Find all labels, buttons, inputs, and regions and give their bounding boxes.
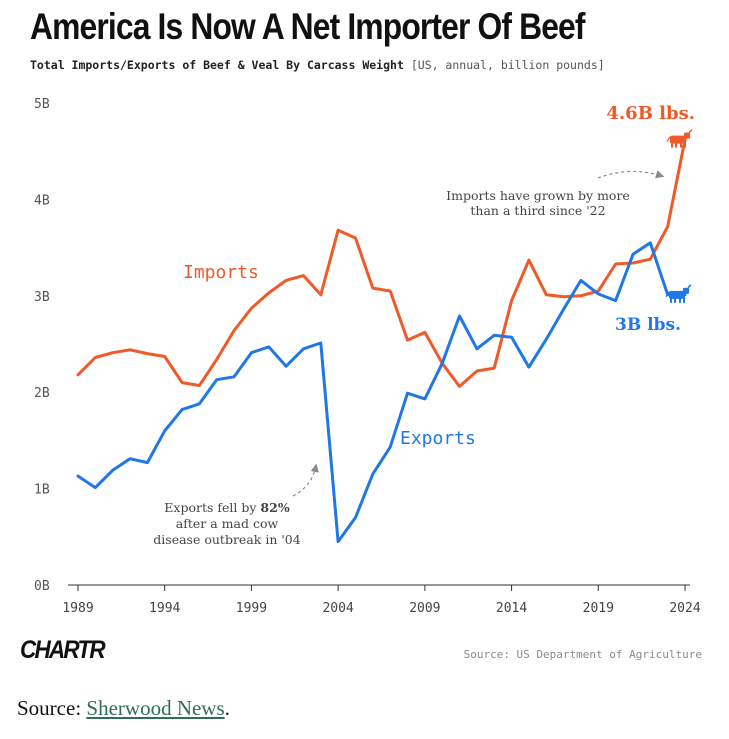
x-tick-label: 2014 (496, 601, 527, 616)
subtitle-text: Total Imports/Exports of Beef & Veal By … (30, 58, 404, 72)
x-tick-label: 2024 (669, 601, 700, 616)
chart-title: America Is Now A Net Importer Of Beef (30, 6, 585, 47)
annotation-exports: Exports fell by 82% (164, 500, 290, 515)
series-label-imports: Imports (183, 262, 259, 283)
annotation-imports: Imports have grown by more (446, 188, 630, 203)
y-tick-label: 3B (34, 290, 50, 305)
y-tick-label: 1B (34, 483, 50, 498)
y-tick-label: 2B (34, 386, 50, 401)
series-label-exports: Exports (400, 428, 476, 449)
chartr-logo: CHARTR (20, 636, 106, 664)
cow-icon (666, 129, 693, 148)
series-line-exports (76, 241, 687, 544)
sherwood-news-link[interactable]: Sherwood News (86, 696, 225, 720)
x-tick-label: 2004 (322, 601, 353, 616)
cow-icon (665, 284, 692, 303)
subtitle-units: [US, annual, billion pounds] (410, 58, 605, 72)
annotation-exports: disease outbreak in '04 (153, 532, 300, 547)
end-label-exports: 3B lbs. (615, 315, 681, 335)
y-tick-label: 4B (34, 193, 50, 208)
annotation-arrow (597, 170, 665, 179)
annotation-arrow (292, 463, 319, 497)
y-tick-label: 0B (34, 579, 50, 594)
x-tick-label: 2009 (409, 601, 440, 616)
end-label-imports: 4.6B lbs. (606, 103, 695, 124)
annotation-exports: after a mad cow (176, 516, 279, 531)
x-tick-label: 1999 (236, 601, 267, 616)
x-tick-label: 2019 (583, 601, 614, 616)
caption-prefix: Source: (17, 696, 87, 720)
line-chart: 0B 1B 2B 3B 4B 5B 1989 1994 1999 2004 2009 2014 2019… (34, 97, 701, 616)
chart-subtitle: Total Imports/Exports of Beef & Veal By … (30, 58, 605, 72)
y-tick-label: 5B (34, 97, 50, 112)
x-tick-label: 1994 (149, 601, 180, 616)
caption-suffix: . (224, 696, 230, 720)
x-tick-label: 1989 (62, 601, 93, 616)
caption: Source: Sherwood News. (17, 696, 230, 721)
chart-source: Source: US Department of Agriculture (463, 648, 702, 661)
series-line-imports (76, 138, 687, 388)
annotation-imports: than a third since '22 (470, 203, 605, 218)
